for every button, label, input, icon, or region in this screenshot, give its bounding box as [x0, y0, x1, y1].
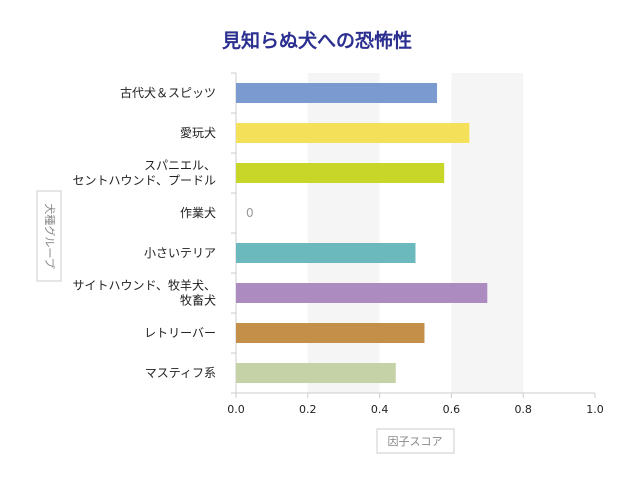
x-tick-label: 0.8 [514, 403, 532, 416]
x-axis-label: 因子スコア [388, 435, 443, 448]
x-tick-label: 1.0 [586, 403, 604, 416]
x-tick-label: 0.2 [299, 403, 317, 416]
x-tick-labels: 0.0 0.2 0.4 0.6 0.8 1.0 [227, 403, 604, 416]
category-label: 小さいテリア [144, 246, 216, 260]
bar [236, 323, 425, 343]
category-label: レトリーバー [144, 326, 216, 340]
category-label: 作業犬 [180, 206, 216, 220]
bar [236, 283, 488, 303]
x-tick-label: 0.6 [443, 403, 461, 416]
x-axis-title: 因子スコア [376, 428, 455, 454]
category-label: 愛玩犬 [180, 126, 216, 140]
bars: 0 [236, 83, 488, 383]
category-label: 古代犬＆スピッツ [120, 85, 216, 100]
category-label: マスティフ系 [145, 366, 216, 380]
zero-value-label: 0 [246, 206, 254, 220]
category-label: サイトハウンド、牧羊犬、 [72, 278, 216, 293]
bar [236, 163, 445, 183]
y-axis-label: 犬種グループ [43, 203, 57, 268]
grid-bands [307, 73, 524, 393]
category-labels: 古代犬＆スピッツ愛玩犬スパニエル、セントハウンド、プードル作業犬小さいテリアサイ… [72, 85, 216, 380]
bar [236, 83, 438, 103]
x-tick-label: 0.0 [227, 403, 245, 416]
grid-band [307, 73, 380, 393]
category-label: セントハウンド、プードル [72, 174, 216, 188]
category-label: スパニエル、 [144, 159, 216, 173]
bar [236, 123, 470, 143]
x-tick-label: 0.4 [371, 403, 389, 416]
bar [236, 243, 416, 263]
bar [236, 363, 396, 383]
chart-title: 見知らぬ犬への恐怖性 [222, 29, 412, 52]
grid-band [451, 73, 524, 393]
category-label: 牧畜犬 [180, 293, 216, 308]
y-axis-title: 犬種グループ [36, 190, 62, 282]
axes [231, 72, 596, 398]
